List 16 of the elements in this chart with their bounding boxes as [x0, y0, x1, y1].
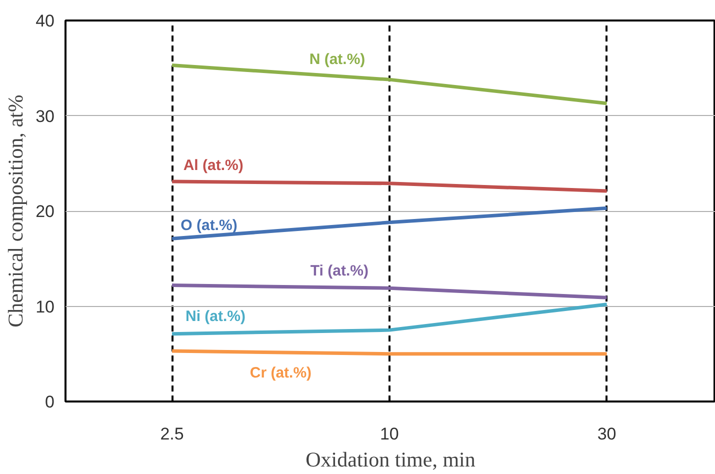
series-label: Cr (at.%)	[250, 364, 312, 382]
series-label: Ni (at.%)	[186, 308, 246, 326]
y-tick-label: 20	[36, 202, 55, 221]
x-tick-label: 10	[380, 424, 399, 444]
x-tick-label: 2.5	[160, 424, 184, 444]
series-label: N (at.%)	[309, 51, 366, 68]
y-axis-title: Chemical composition, at%	[4, 94, 28, 328]
series-label: O (at.%)	[180, 216, 238, 234]
series-label: Ti (at.%)	[310, 262, 368, 280]
series-label: Al (at.%)	[183, 156, 244, 174]
y-tick-label: 30	[36, 106, 55, 126]
x-tick-label: 30	[597, 424, 616, 444]
y-tick-label: 40	[36, 12, 55, 30]
y-tick-label: 0	[45, 392, 55, 412]
y-tick-label: 10	[36, 297, 55, 316]
x-axis-title: Oxidation time, min	[306, 448, 476, 472]
